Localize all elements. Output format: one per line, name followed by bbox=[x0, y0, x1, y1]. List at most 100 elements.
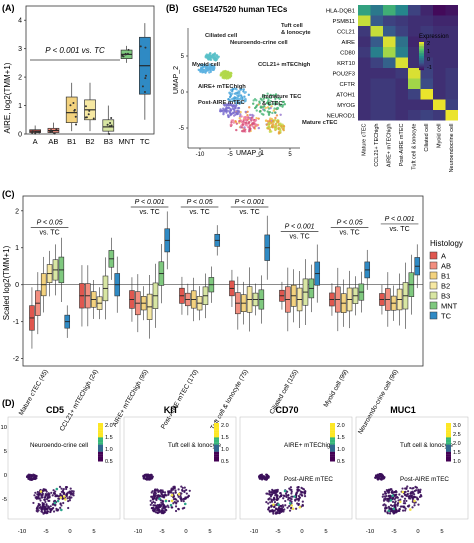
panel-b-umap-point bbox=[241, 123, 244, 126]
panel-b-heatmap-col-label: AIRE+ mTEChigh bbox=[387, 124, 393, 168]
panel-b-umap-point bbox=[203, 63, 206, 66]
panel-d-umap-point bbox=[162, 503, 165, 506]
panel-c: (C) Scaled log2(TMM+1) 210-1-2 P < 0.05v… bbox=[2, 189, 463, 436]
panel-d-umap-point bbox=[391, 491, 394, 494]
panel-b-umap-point bbox=[240, 129, 244, 133]
panel-d-umap-point bbox=[300, 491, 303, 494]
panel-b-heatmap-cell bbox=[420, 89, 433, 100]
panel-b-umap-point bbox=[227, 76, 230, 79]
panel-d-umap-point bbox=[47, 505, 50, 508]
panel-b-heatmap-cell bbox=[370, 26, 383, 37]
panel-d-umap-point bbox=[168, 499, 171, 503]
panel-d-umap-point bbox=[157, 507, 160, 510]
panel-b-heatmap-cell bbox=[420, 68, 433, 79]
panel-b-umap-point bbox=[229, 123, 233, 126]
panel-c-pvalue-vs: vs. TC bbox=[140, 209, 160, 216]
panel-b-xtick-label: 5 bbox=[288, 152, 292, 158]
panel-d-umap-point bbox=[42, 489, 46, 492]
panel-d-umap-point bbox=[32, 501, 35, 505]
panel-d-umap-point bbox=[156, 488, 159, 491]
panel-b-legend-swatch bbox=[419, 60, 424, 62]
panel-b-umap-point bbox=[222, 112, 225, 116]
panel-b-heatmap-row-label: PSMB11 bbox=[333, 19, 355, 25]
panel-a-point bbox=[109, 121, 112, 124]
panel-a-pvalue-text: P < 0.001 vs. TC bbox=[45, 46, 105, 55]
panel-b-umap-point bbox=[275, 100, 279, 104]
panel-d-umap-point bbox=[28, 475, 31, 478]
panel-d-umap-point bbox=[145, 478, 148, 481]
panel-b-umap-point bbox=[255, 117, 258, 120]
panel-d-umap-point bbox=[379, 475, 382, 478]
panel-d-umap-point bbox=[396, 504, 399, 507]
panel-d-highlight-point bbox=[277, 503, 280, 506]
panel-d-colorbar-tick: 1.5 bbox=[337, 435, 345, 441]
panel-d-colorbar-swatch bbox=[98, 432, 103, 436]
panel-a-ytick-label: 4 bbox=[18, 18, 22, 25]
panel-d-umap-point bbox=[413, 504, 416, 507]
panel-d-umap-point bbox=[150, 501, 154, 505]
panel-d-umap-point bbox=[36, 507, 39, 510]
panel-d-umap-point bbox=[300, 494, 303, 497]
panel-d-umap-point bbox=[185, 492, 188, 495]
panel-b-umap-point bbox=[229, 113, 233, 116]
panel-a-point bbox=[50, 129, 53, 132]
panel-d-umap-point bbox=[302, 488, 306, 491]
panel-b-umap-point bbox=[233, 96, 236, 99]
panel-d-plot-title: CD70 bbox=[276, 405, 299, 415]
panel-b-heatmap-cell bbox=[358, 89, 371, 100]
panel-d-umap-point bbox=[297, 503, 300, 507]
panel-b-umap-point bbox=[273, 118, 277, 122]
panel-d-umap-point bbox=[155, 504, 158, 508]
panel-d-cluster-label: Post-AIRE mTEC bbox=[284, 476, 333, 483]
panel-b-umap-point bbox=[209, 69, 212, 72]
panel-d-xtick-label: -10 bbox=[250, 529, 258, 535]
panel-c-legend-swatch bbox=[429, 281, 438, 290]
panel-b-umap-point bbox=[269, 99, 273, 103]
panel-c-xlabel: Tuft cell & Ionocyte (75) bbox=[209, 369, 249, 432]
panel-d-colorbar-swatch bbox=[330, 427, 335, 431]
panel-d-umap-point bbox=[294, 493, 298, 497]
panel-b-umap-point bbox=[237, 90, 240, 93]
panel-d-umap-point bbox=[383, 503, 386, 506]
panel-d-colorbar-tick: 1.0 bbox=[337, 447, 345, 453]
panel-d-umap-point bbox=[280, 494, 283, 497]
panel-d-umap-point bbox=[413, 489, 416, 493]
panel-d-colorbar-swatch bbox=[214, 454, 219, 457]
panel-d-colorbar-swatch bbox=[214, 439, 219, 443]
panel-d-umap-point bbox=[45, 512, 48, 515]
panel-d-umap-point bbox=[295, 492, 298, 495]
panel-b-umap-point bbox=[267, 127, 270, 130]
panel-d-umap-point bbox=[382, 499, 386, 502]
panel-d-umap-point bbox=[150, 495, 153, 498]
panel-d-umap-point bbox=[415, 486, 418, 489]
panel-d-umap-point bbox=[170, 491, 173, 494]
panel-d-umap-point bbox=[177, 488, 180, 491]
panel-d-colorbar-swatch bbox=[446, 437, 451, 440]
panel-d-umap-point bbox=[40, 496, 43, 499]
panel-b-heatmap-cell bbox=[420, 36, 433, 47]
panel-b-umap-point bbox=[281, 123, 284, 126]
panel-b-umap-point bbox=[248, 106, 251, 109]
panel-c-legend-swatch bbox=[429, 261, 438, 270]
panel-d-highlight-point bbox=[283, 489, 287, 493]
panel-b-umap-point bbox=[229, 71, 233, 75]
panel-c-xlabel: Post-AIRE mTEC (170) bbox=[160, 369, 200, 431]
panel-d-highlight-point bbox=[389, 499, 393, 502]
panel-d-umap-point bbox=[60, 494, 64, 497]
panel-b-heatmap-cell bbox=[370, 89, 383, 100]
panel-b-umap-point bbox=[212, 57, 216, 60]
panel-d-umap-point bbox=[271, 508, 274, 512]
panel-d-umap-point bbox=[30, 475, 33, 478]
panel-d-cluster-label: Neuroendo-crine cell bbox=[30, 442, 88, 449]
panel-a-yticks: 0 1 2 3 4 bbox=[18, 18, 26, 139]
panel-d-highlight-point bbox=[177, 492, 181, 496]
panel-d-umap-point bbox=[60, 487, 63, 490]
panel-b-cluster-label: & cTEC bbox=[262, 101, 283, 107]
panel-d-xtick-label: 0 bbox=[300, 529, 303, 535]
panel-b-umap-point bbox=[252, 114, 255, 117]
panel-b-umap-point bbox=[206, 67, 210, 70]
panel-d-colorbar-swatch bbox=[214, 437, 219, 440]
panel-b-heatmap-cell bbox=[433, 78, 446, 89]
panel-b-umap-point bbox=[262, 105, 265, 109]
panel-d-umap-point bbox=[290, 495, 293, 498]
